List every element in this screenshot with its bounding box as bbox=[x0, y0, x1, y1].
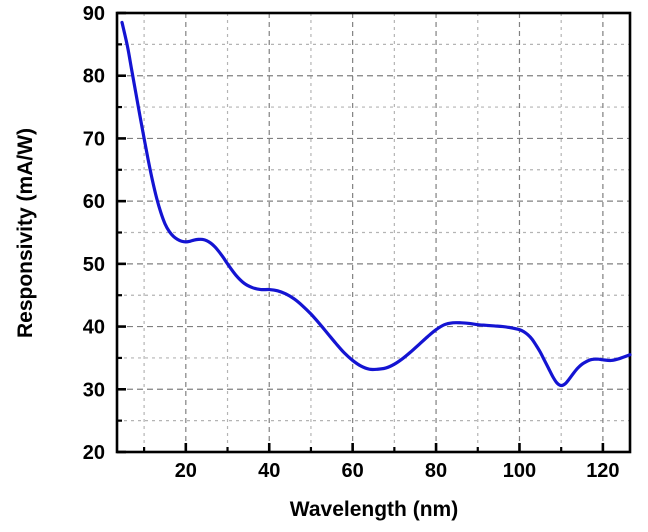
series-line-responsivity bbox=[120, 20, 632, 388]
y-tick-label: 20 bbox=[83, 442, 105, 464]
x-axis-title: Wavelength (nm) bbox=[290, 498, 458, 521]
y-tick-labels: 20 30 40 50 60 70 80 90 bbox=[83, 3, 105, 464]
minor-gridlines bbox=[117, 13, 630, 452]
y-tick-label: 90 bbox=[83, 3, 105, 25]
y-tick-label: 60 bbox=[83, 191, 105, 213]
y-axis-title: Responsivity (mA/W) bbox=[14, 128, 37, 338]
major-gridlines bbox=[117, 13, 630, 452]
y-tick-label: 50 bbox=[83, 254, 105, 276]
x-tick-label: 40 bbox=[258, 460, 280, 482]
data-series bbox=[120, 20, 632, 388]
x-tick-label: 100 bbox=[503, 460, 536, 482]
axis-ticks bbox=[117, 11, 605, 454]
x-tick-label: 80 bbox=[425, 460, 447, 482]
x-tick-label: 60 bbox=[342, 460, 364, 482]
y-tick-label: 40 bbox=[83, 317, 105, 339]
x-tick-label: 120 bbox=[586, 460, 619, 482]
y-tick-label: 80 bbox=[83, 66, 105, 88]
y-tick-label: 70 bbox=[83, 128, 105, 150]
x-tick-labels: 20 40 60 80 100 120 bbox=[175, 460, 620, 482]
y-tick-label: 30 bbox=[83, 379, 105, 401]
x-tick-label: 20 bbox=[175, 460, 197, 482]
